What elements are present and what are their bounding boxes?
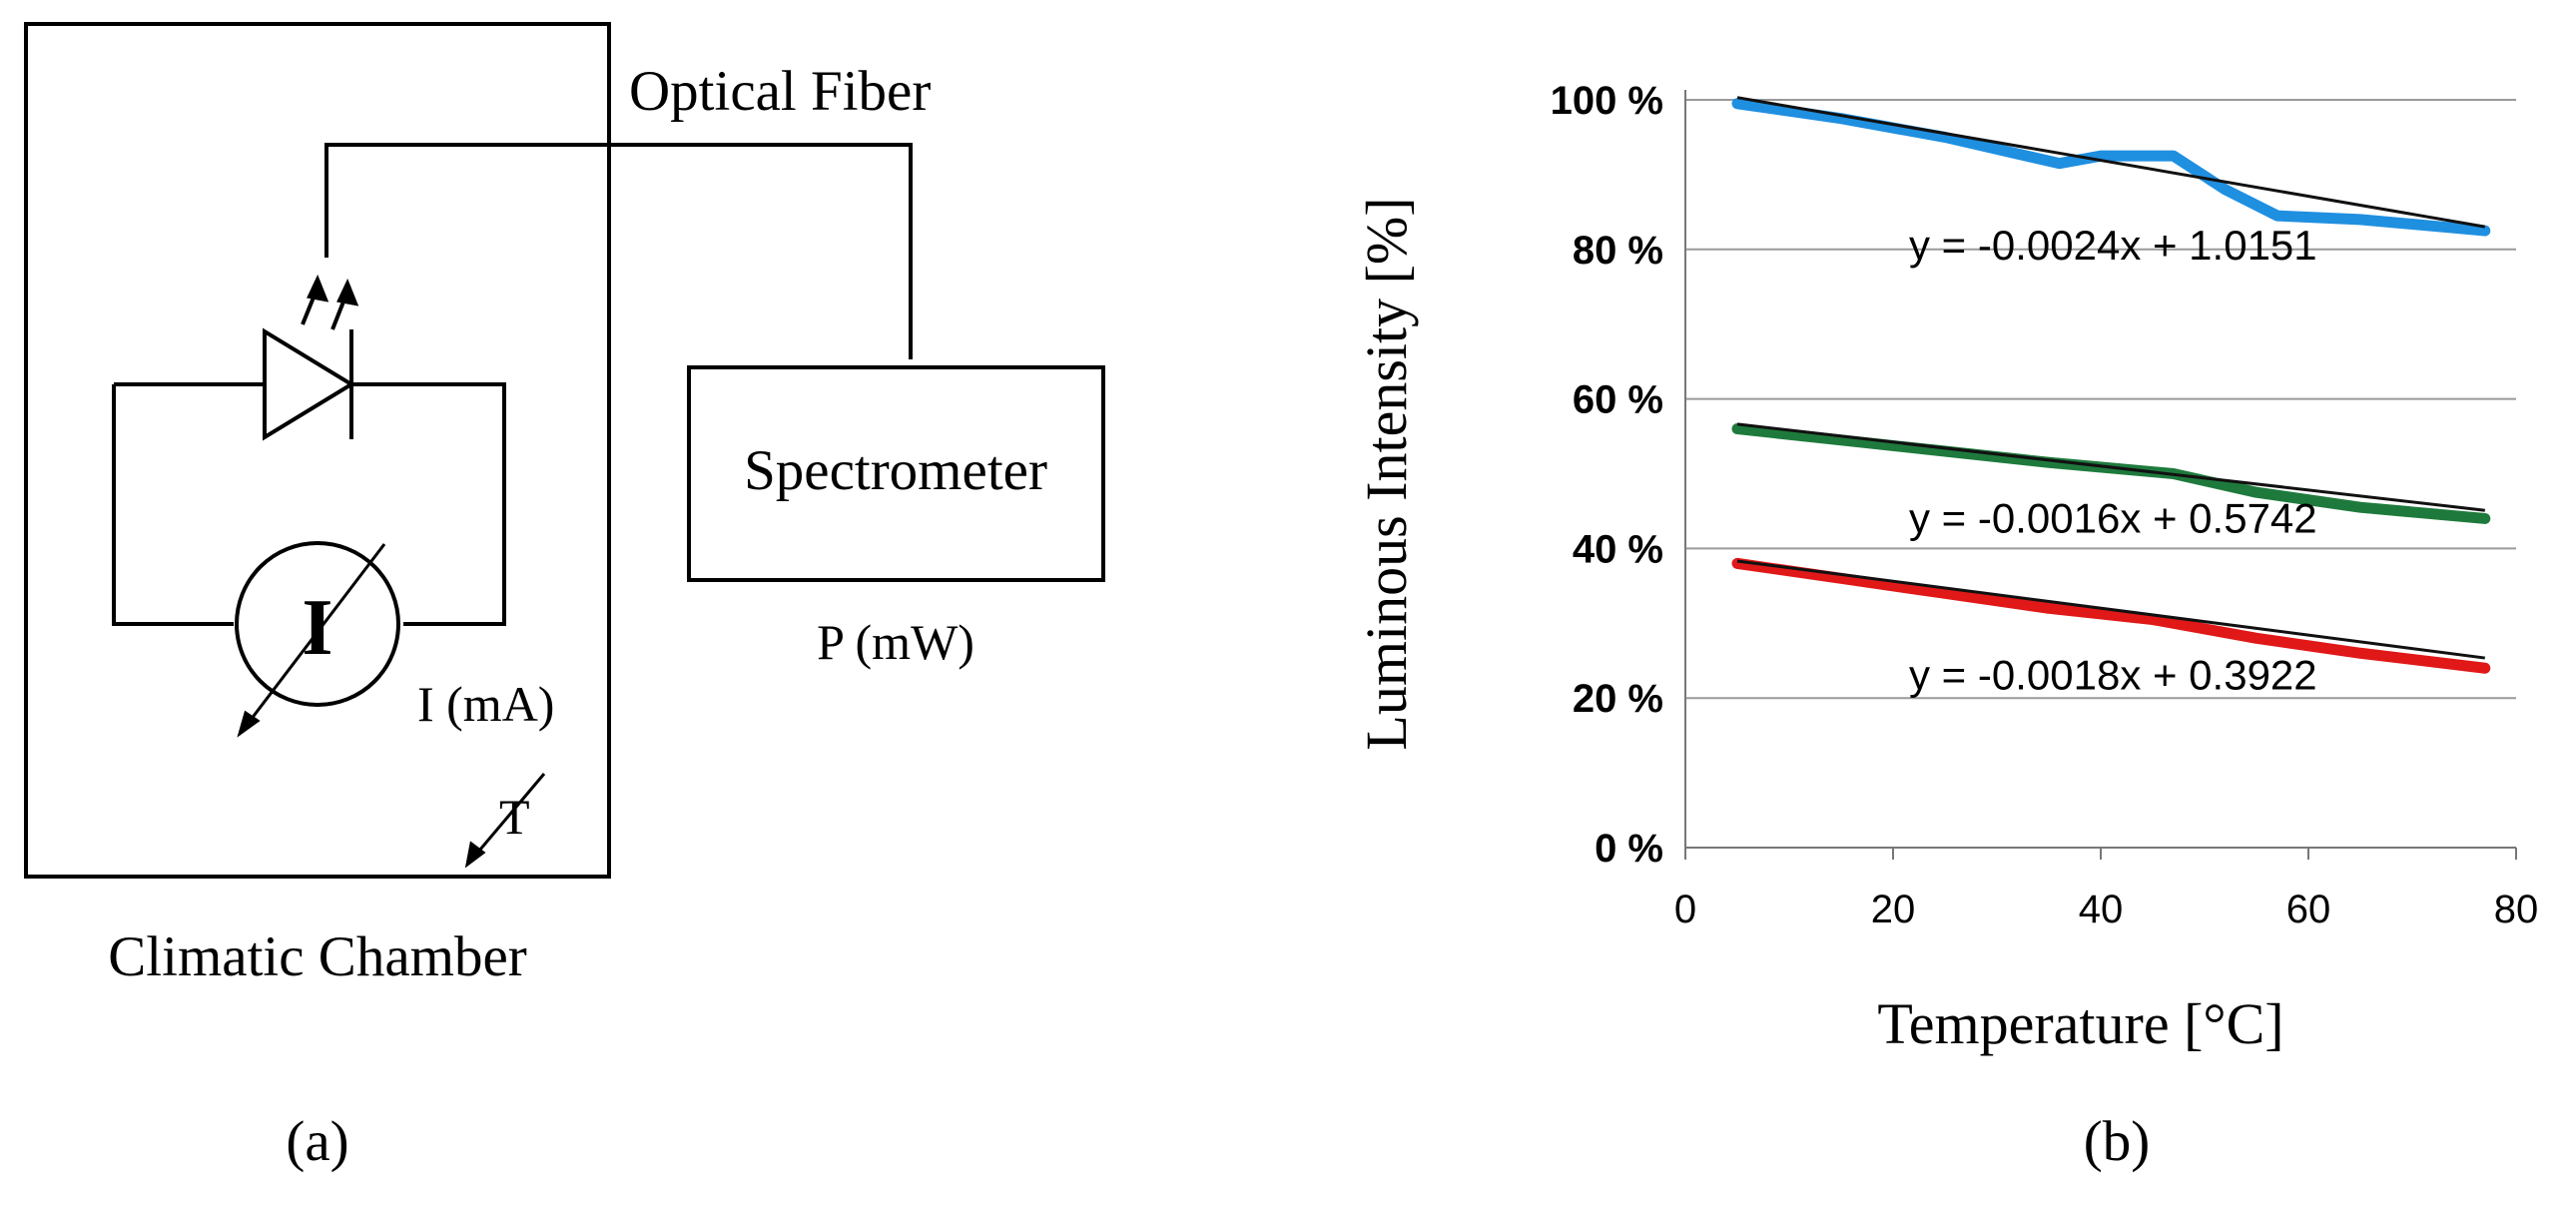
spectrometer-label: Spectrometer (744, 439, 1047, 502)
x-tick-label-40: 40 (2079, 888, 2124, 931)
chamber-label: Climatic Chamber (108, 925, 527, 988)
data-point-blue-3 (2054, 159, 2064, 169)
circuit-top-wire-right (351, 382, 506, 626)
data-point-red-5 (2252, 633, 2261, 643)
data-point-red-7 (2480, 663, 2490, 673)
x-tick-label-20: 20 (1871, 888, 1916, 931)
data-point-blue-8 (2355, 215, 2365, 225)
data-point-green-7 (2480, 513, 2490, 523)
ammeter-circle (235, 541, 400, 707)
ammeter-symbol: I (302, 584, 332, 672)
optical-fiber-line (324, 143, 913, 359)
data-point-green-6 (2355, 502, 2365, 512)
trendline-blue (1736, 96, 2486, 229)
data-point-blue-4 (2096, 151, 2106, 161)
circuit-left-wire (112, 384, 234, 626)
temperature-arrow-icon (464, 773, 546, 869)
x-tick-label-60: 60 (2286, 888, 2331, 931)
data-point-blue-6 (2221, 185, 2231, 195)
caption-a: (a) (286, 1110, 348, 1173)
climatic-chamber-box (24, 22, 611, 879)
current-label: I (mA) (417, 676, 554, 732)
fiber-label: Optical Fiber (629, 60, 931, 123)
panel-a-diagram (24, 22, 1105, 879)
luminous-intensity-chart: 0 % 20 % 40 % 60 % 80 % 100 % 0 20 40 60 80 Tempera… (1354, 79, 2538, 1056)
variable-arrow-icon (237, 543, 386, 738)
caption-b: (b) (2084, 1110, 2150, 1173)
x-axis-label: Temperature [°C] (1877, 991, 2283, 1056)
power-label: P (mW) (817, 614, 974, 670)
y-axis-label: Luminous Intensity [%] (1354, 197, 1419, 750)
series-line-red (1731, 557, 2491, 674)
trend-equation-red: y = -0.0018x + 0.3922 (1909, 652, 2317, 699)
temperature-symbol: T (499, 789, 530, 845)
data-point-red-6 (2355, 648, 2365, 658)
y-tick-label-20: 20 % (1573, 677, 1663, 721)
data-point-blue-0 (1732, 99, 1742, 109)
data-point-blue-5 (2169, 151, 2179, 161)
data-point-red-2 (1940, 588, 1950, 598)
data-point-green-0 (1732, 424, 1742, 434)
data-point-blue-9 (2480, 226, 2490, 236)
y-tick-label-60: 60 % (1573, 378, 1663, 422)
series-line-blue (1731, 98, 2491, 237)
y-tick-label-100: 100 % (1551, 79, 1663, 123)
trend-equation-blue: y = -0.0024x + 1.0151 (1909, 222, 2317, 269)
y-tick-label-40: 40 % (1573, 527, 1663, 571)
led-diode-icon (263, 274, 359, 441)
x-tick-label-80: 80 (2494, 888, 2539, 931)
x-tick-label-0: 0 (1674, 888, 1696, 931)
spectrometer-box (687, 365, 1105, 582)
data-point-red-3 (2044, 603, 2054, 613)
trend-equation-green: y = -0.0016x + 0.5742 (1909, 494, 2317, 541)
y-tick-label-0: 0 % (1595, 827, 1663, 871)
data-point-blue-7 (2272, 211, 2282, 221)
trendline-red (1736, 559, 2485, 660)
y-tick-label-80: 80 % (1573, 229, 1663, 273)
data-point-green-5 (2252, 487, 2261, 497)
trendline-green (1736, 422, 2485, 512)
data-point-red-4 (2148, 615, 2158, 625)
